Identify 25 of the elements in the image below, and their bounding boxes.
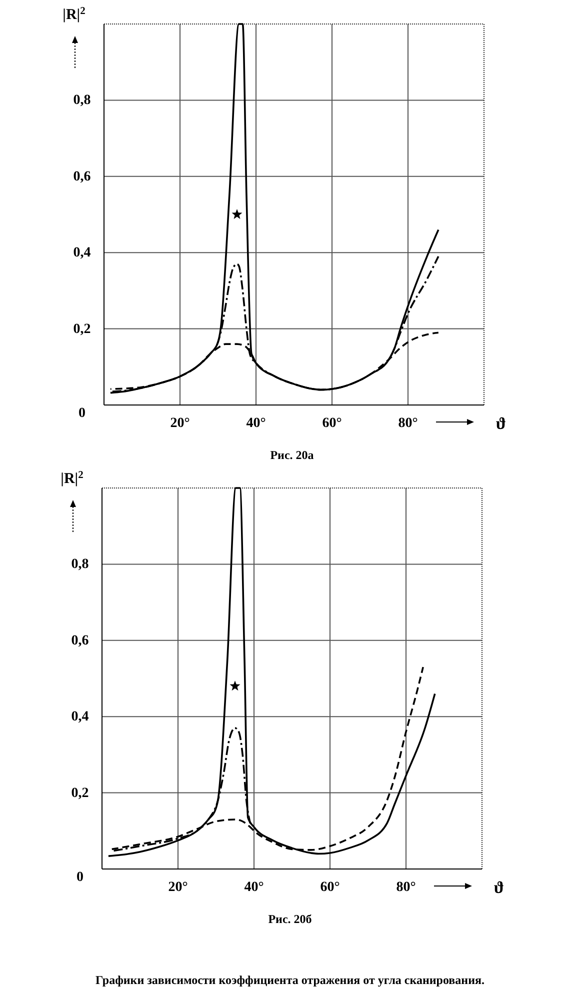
x-axis-title: ϑ bbox=[496, 414, 506, 433]
y-tick-label: 0,6 bbox=[71, 633, 89, 648]
y-axis-title: |R|$^{2}$ bbox=[62, 6, 86, 23]
y-axis-title: |R|$^{2}$ bbox=[60, 470, 84, 487]
x-tick-label: 40° bbox=[244, 880, 264, 895]
y-tick-label: 0 bbox=[76, 870, 84, 885]
y-tick-label: 0,4 bbox=[71, 710, 89, 725]
x-tick-label: 20° bbox=[170, 416, 190, 431]
y-tick-label: 0,2 bbox=[71, 786, 89, 801]
y-tick-label: 0,4 bbox=[73, 246, 91, 261]
text: Рис. 20а bbox=[270, 448, 314, 462]
y-tick-label: 0,6 bbox=[73, 169, 91, 184]
x-axis-title: ϑ bbox=[494, 878, 504, 897]
y-tick-label: 0,8 bbox=[71, 557, 89, 572]
x-tick-label: 60° bbox=[320, 880, 340, 895]
x-tick-label: 80° bbox=[398, 416, 418, 431]
x-tick-label: 80° bbox=[396, 880, 416, 895]
x-tick-label: 20° bbox=[168, 880, 188, 895]
x-tick-label: 60° bbox=[322, 416, 342, 431]
y-tick-label: 0 bbox=[78, 406, 86, 421]
x-tick-label: 40° bbox=[246, 416, 266, 431]
y-tick-label: 0,2 bbox=[73, 322, 91, 337]
y-tick-label: 0,8 bbox=[73, 93, 91, 108]
text: Рис. 20б bbox=[268, 912, 312, 926]
text: Графики зависимости коэффициента отражения от угла сканирования. bbox=[96, 973, 484, 987]
